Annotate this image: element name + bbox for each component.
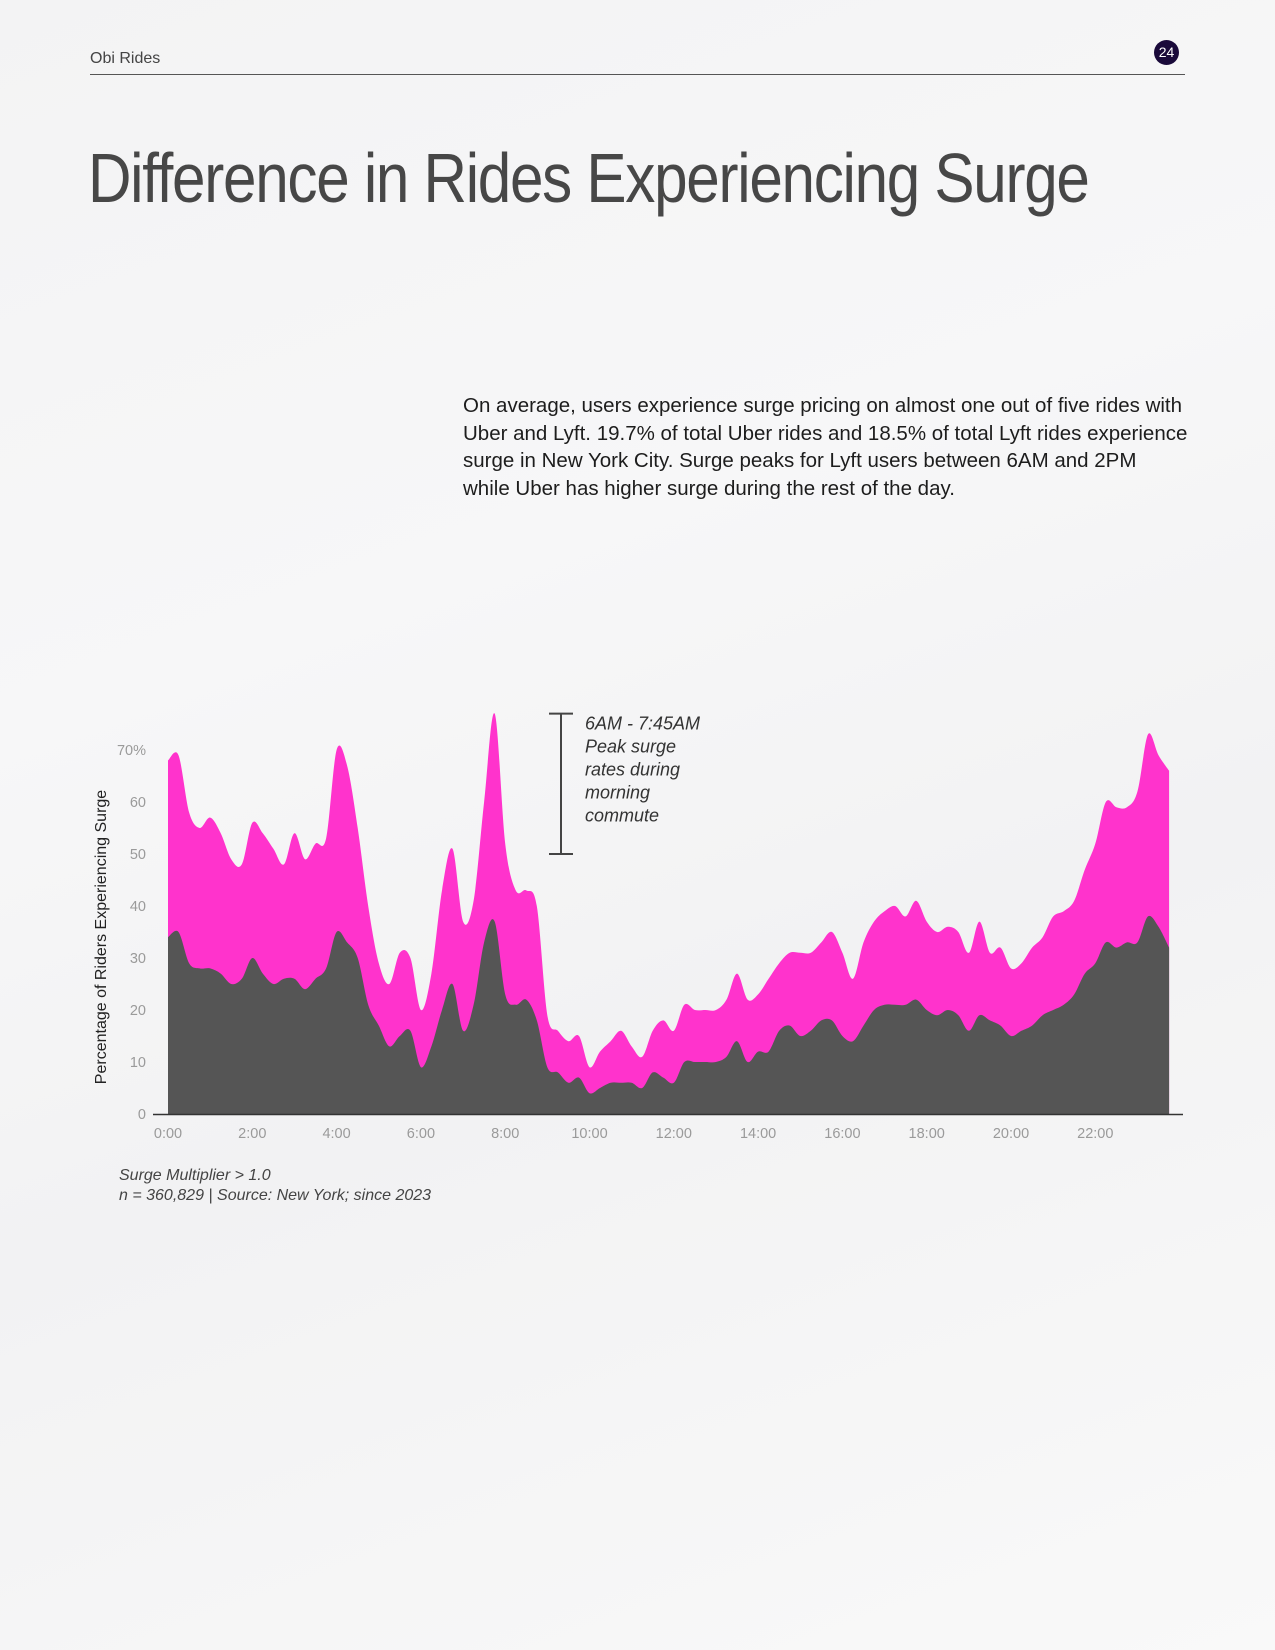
header-divider	[90, 74, 1185, 75]
annotation-text-line: Peak surge	[585, 737, 676, 757]
note-surge-multiplier: Surge Multiplier > 1.0	[119, 1167, 271, 1184]
annotation-text-line: 6AM - 7:45AM	[585, 714, 700, 734]
x-axis-ticks: 0:00 2:00 4:00 6:00 8:00 10:00 12:00 14:00 16:00…	[154, 1126, 1114, 1142]
y-tick-label: 30	[130, 951, 146, 967]
chart-notes: Surge Multiplier > 1.0 n = 360,829 | Sou…	[119, 1166, 431, 1206]
page-title: Difference in Rides Experiencing Surge	[88, 139, 1090, 217]
y-tick-label: 60	[130, 795, 146, 811]
x-tick-label: 12:00	[656, 1126, 692, 1142]
annotation-text-line: rates during	[585, 760, 680, 780]
x-tick-label: 2:00	[238, 1126, 266, 1142]
body-paragraph: On average, users experience surge prici…	[463, 394, 1188, 500]
peak-annotation: 6AM - 7:45AM Peak surge rates during mornin…	[549, 712, 700, 855]
note-sample-source: n = 360,829 | Source: New York; since 20…	[119, 1187, 432, 1204]
x-tick-label: 16:00	[824, 1126, 860, 1142]
surge-area-chart: 0:00 2:00 4:00 6:00 8:00 10:00 12:00 14:00 16:00…	[93, 712, 1183, 1142]
y-tick-label: 50	[130, 847, 146, 863]
lower-area-series	[168, 915, 1170, 1114]
y-axis-label: Percentage of Riders Experiencing Surge	[93, 790, 110, 1084]
y-tick-label: 10	[130, 1055, 146, 1071]
x-tick-label: 4:00	[322, 1126, 350, 1142]
x-tick-label: 20:00	[993, 1126, 1029, 1142]
y-tick-label: 40	[130, 899, 146, 915]
x-tick-label: 8:00	[491, 1126, 519, 1142]
annotation-text-line: commute	[585, 806, 659, 826]
annotation-text-line: morning	[585, 783, 650, 803]
y-tick-label: 20	[130, 1003, 146, 1019]
y-tick-label: 0	[138, 1107, 146, 1123]
x-tick-label: 10:00	[571, 1126, 607, 1142]
chart-areas	[168, 713, 1170, 1114]
x-tick-label: 0:00	[154, 1126, 182, 1142]
x-tick-label: 18:00	[909, 1126, 945, 1142]
header-brand: Obi Rides	[90, 50, 161, 67]
page-number-badge: 24	[1154, 40, 1179, 65]
x-tick-label: 22:00	[1077, 1126, 1113, 1142]
y-tick-label: 70%	[117, 743, 146, 759]
y-axis-ticks: 0 10 20 30 40 50 60 70%	[117, 743, 146, 1123]
x-tick-label: 6:00	[407, 1126, 435, 1142]
x-tick-label: 14:00	[740, 1126, 776, 1142]
